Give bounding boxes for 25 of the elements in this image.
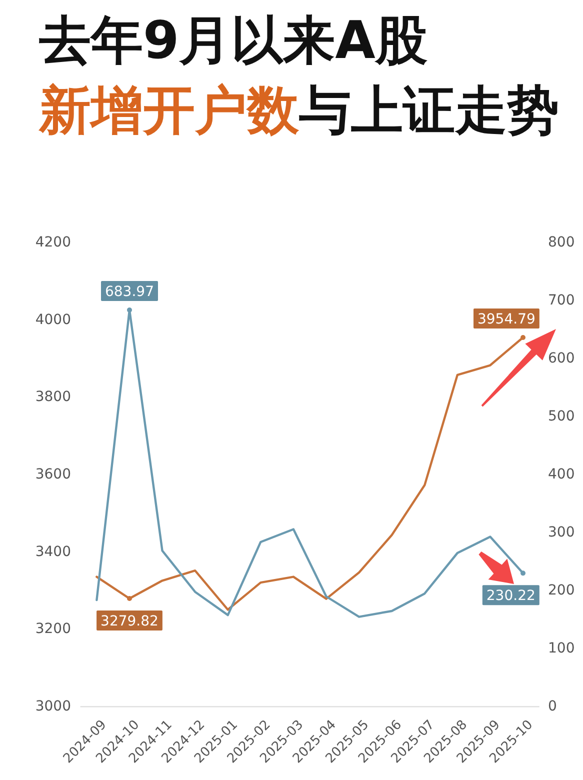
y-tick-label: 3200 — [35, 621, 71, 638]
y-tick-label: 3000 — [35, 698, 71, 715]
y-tick-label: 3600 — [35, 466, 71, 483]
y2-tick-label: 200 — [548, 582, 575, 599]
y2-tick-label: 400 — [548, 466, 575, 483]
y-tick-label: 4000 — [35, 312, 71, 328]
y2-tick-label: 0 — [548, 698, 557, 715]
y-tick-label: 3800 — [35, 389, 71, 406]
y2-tick-label: 300 — [548, 524, 575, 541]
title: 去年9月以来A股 — [39, 11, 428, 71]
y2-tick-label: 700 — [548, 292, 575, 309]
y2-tick-label: 500 — [548, 408, 575, 425]
y2-tick-label: 800 — [548, 234, 575, 251]
value-label: 3954.79 — [474, 308, 540, 340]
y2-tick-label: 600 — [548, 350, 575, 367]
value-label: 683.97 — [101, 281, 158, 312]
y2-tick-label: 100 — [548, 640, 575, 657]
subtitle: 新增开户数与上证走势 — [39, 81, 559, 141]
data-label: 3279.82 — [100, 613, 158, 630]
value-label: 3279.82 — [96, 596, 162, 630]
y-tick-label: 3400 — [35, 544, 71, 560]
data-label: 230.22 — [486, 588, 536, 604]
y-tick-label: 4200 — [35, 234, 71, 251]
data-label: 3954.79 — [477, 311, 536, 328]
data-label: 683.97 — [104, 284, 154, 300]
